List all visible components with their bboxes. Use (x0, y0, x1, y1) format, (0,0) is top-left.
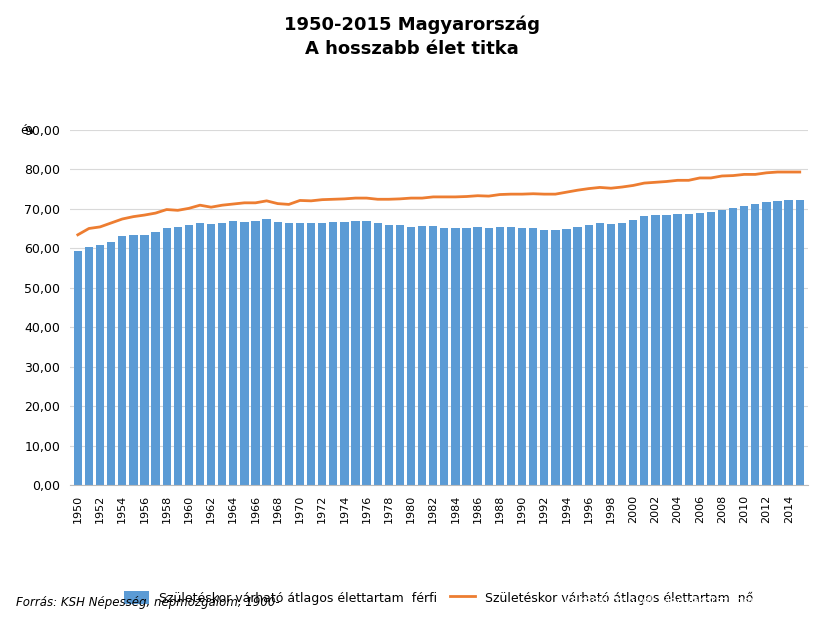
Bar (96, 245, 104, 485)
Bar (251, 221, 260, 485)
Bar (418, 226, 426, 485)
Bar (373, 222, 382, 485)
Bar (429, 226, 438, 485)
Bar (85, 247, 93, 485)
Bar (618, 223, 626, 485)
Bar (140, 235, 148, 485)
Bar (196, 223, 204, 485)
Bar (784, 200, 793, 485)
Bar (351, 221, 359, 485)
Bar (129, 235, 138, 485)
Text: év: év (21, 124, 35, 137)
Bar (296, 223, 304, 485)
Bar (162, 227, 171, 485)
Bar (218, 223, 227, 485)
Bar (318, 222, 326, 485)
Bar (284, 223, 293, 485)
Bar (718, 210, 726, 485)
Bar (274, 222, 282, 485)
Bar (462, 228, 471, 485)
Bar (118, 236, 126, 485)
Legend: Születéskor várható átlagos élettartam  férfi, Születéskor várható átlagos élett: Születéskor várható átlagos élettartam f… (120, 587, 757, 609)
Bar (307, 222, 316, 485)
Bar (496, 227, 504, 485)
Bar (440, 227, 448, 485)
Bar (385, 225, 393, 485)
Bar (651, 216, 659, 485)
Bar (107, 242, 115, 485)
Bar (606, 224, 615, 485)
Bar (229, 221, 237, 485)
Bar (185, 225, 193, 485)
Bar (363, 221, 371, 485)
Bar (707, 212, 715, 485)
Text: Lakásviszonyok Magyarországon: Lakásviszonyok Magyarországon (564, 596, 758, 609)
Bar (207, 224, 215, 485)
Bar (762, 203, 770, 485)
Text: 1950-2015 Magyarország: 1950-2015 Magyarország (284, 15, 540, 34)
Bar (562, 229, 571, 485)
Bar (596, 223, 604, 485)
Bar (640, 216, 648, 485)
Bar (629, 220, 637, 485)
Bar (474, 227, 482, 485)
Bar (551, 231, 559, 485)
Bar (329, 222, 338, 485)
Bar (774, 201, 782, 485)
Bar (73, 251, 82, 485)
Bar (540, 230, 549, 485)
Bar (452, 228, 460, 485)
Bar (796, 200, 804, 485)
Bar (662, 216, 671, 485)
Text: BPartner Ingatlanműhely: BPartner Ingatlanműhely (557, 567, 765, 583)
Text: A hosszabb élet titka: A hosszabb élet titka (305, 40, 519, 58)
Bar (507, 227, 515, 485)
Bar (174, 227, 182, 485)
Bar (241, 222, 249, 485)
Bar (751, 204, 760, 485)
Bar (518, 228, 527, 485)
Bar (685, 214, 693, 485)
Bar (263, 219, 271, 485)
Bar (529, 229, 537, 485)
Bar (740, 206, 748, 485)
Text: Forrás: KSH Népesség, népmozgalom, 1900-: Forrás: KSH Népesség, népmozgalom, 1900- (16, 596, 280, 609)
Bar (729, 208, 737, 485)
Bar (407, 227, 415, 485)
Bar (485, 228, 493, 485)
Bar (574, 227, 582, 485)
Bar (152, 232, 160, 485)
Bar (396, 225, 404, 485)
Bar (584, 225, 593, 485)
Bar (673, 214, 681, 485)
Bar (695, 213, 704, 485)
Bar (340, 222, 349, 485)
